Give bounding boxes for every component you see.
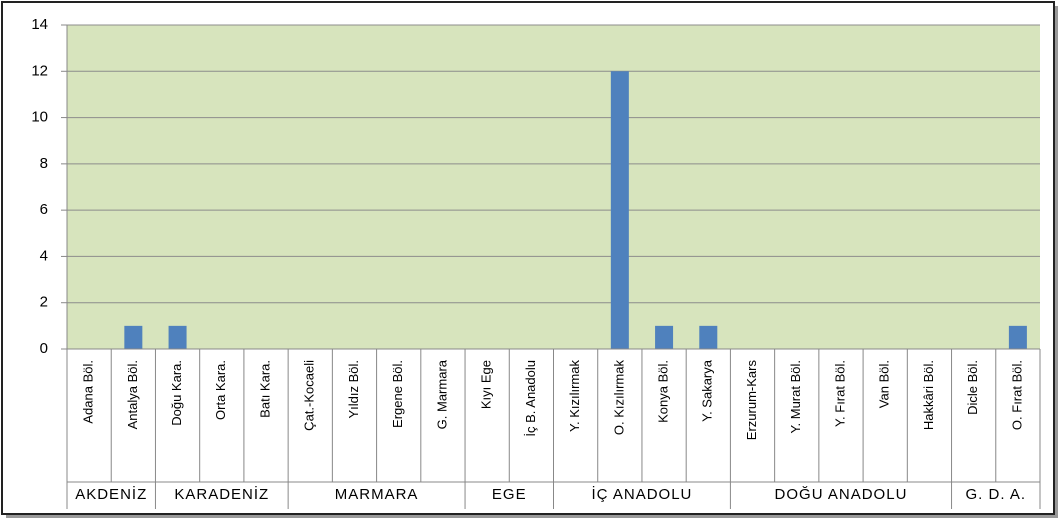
x-tick-label: Y. Kızılırmak (567, 360, 582, 433)
x-tick-label: İç B. Anadolu (523, 360, 538, 437)
y-tick-label: 6 (40, 201, 48, 218)
x-tick-label: O. Fırat Böl. (1009, 360, 1024, 430)
group-label: MARMARA (335, 486, 419, 503)
bar (655, 325, 674, 349)
x-tick-label: G. Marmara (434, 359, 449, 429)
y-tick-label: 2 (40, 294, 48, 311)
x-tick-label: Kıyı Ege (479, 360, 494, 409)
x-tick-label: Dicle Böl. (965, 360, 980, 415)
y-tick-label: 8 (40, 155, 48, 172)
group-label: İÇ ANADOLU (592, 485, 693, 503)
x-tick-label: Yıldız Böl. (346, 360, 361, 419)
x-tick-label: Y. Murat Böl. (788, 360, 803, 433)
bar (1008, 325, 1027, 349)
y-tick-label: 14 (31, 16, 48, 33)
x-tick-label: Van Böl. (877, 360, 892, 408)
x-tick-label: Doğu Kara. (169, 360, 184, 426)
x-tick-label: Adana Böl. (81, 360, 96, 424)
group-label: KARADENİZ (174, 485, 269, 503)
y-tick-label: 10 (31, 109, 48, 126)
group-label: EGE (492, 486, 527, 503)
x-tick-label: Batı Kara. (257, 360, 272, 418)
x-tick-label: Y. Fırat Böl. (832, 360, 847, 427)
x-tick-label: Antalya Böl. (125, 360, 140, 429)
y-tick-label: 12 (31, 62, 48, 79)
y-tick-label: 4 (40, 247, 48, 264)
group-label: AKDENİZ (75, 485, 147, 503)
bar (699, 325, 718, 349)
x-tick-label: Y. Sakarya (700, 359, 715, 422)
y-tick-label: 0 (40, 340, 48, 357)
bar (124, 325, 143, 349)
x-tick-label: Ergene Böl. (390, 360, 405, 428)
x-tick-label: Orta Kara. (213, 360, 228, 420)
x-tick-label: Konya Böl. (656, 360, 671, 423)
x-tick-label: Hakkâri Böl. (921, 360, 936, 430)
group-label: DOĞU ANADOLU (775, 486, 908, 503)
group-label: G. D. A. (966, 486, 1027, 503)
plot-area (67, 25, 1040, 349)
bar (168, 325, 187, 349)
bar (610, 71, 629, 350)
x-tick-label: Çat.-Kocaeli (302, 360, 317, 431)
x-tick-label: Erzurum-Kars (744, 360, 759, 441)
x-tick-label: O. Kızılırmak (611, 360, 626, 436)
